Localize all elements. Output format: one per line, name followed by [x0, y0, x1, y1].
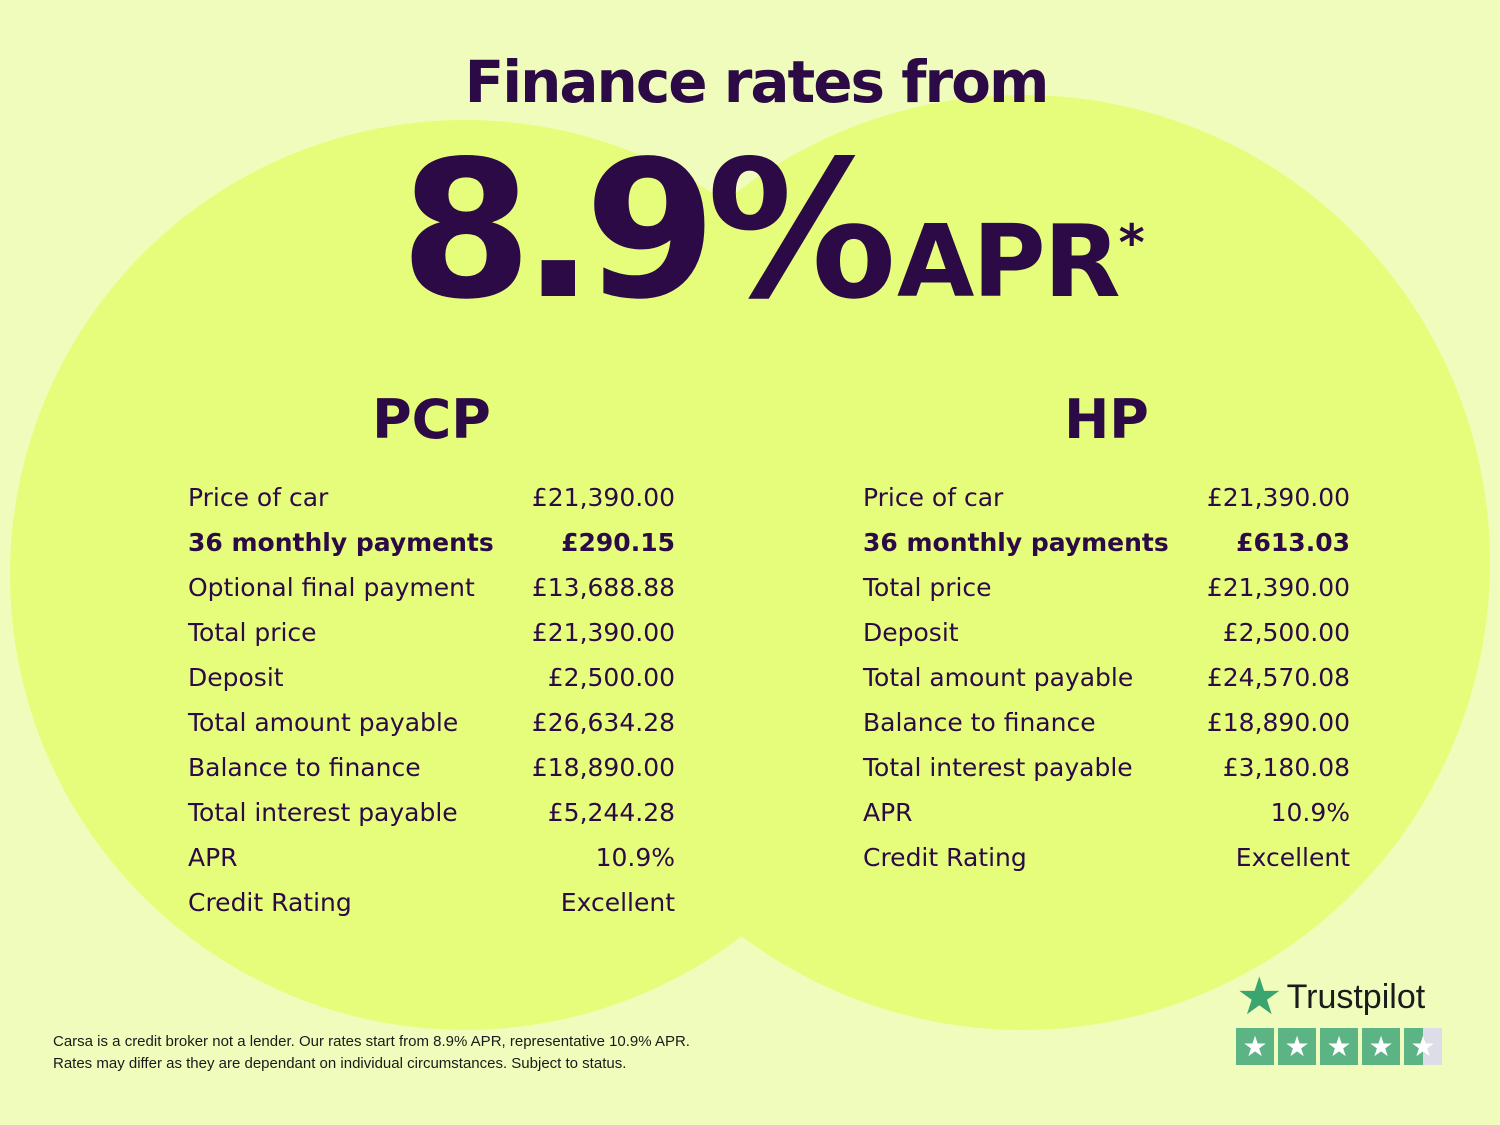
row-label: Balance to finance	[188, 753, 421, 782]
trustpilot-logo: ★ Trustpilot	[1236, 968, 1442, 1026]
row-value: 10.9%	[1270, 798, 1350, 827]
apr-label: APR	[896, 203, 1121, 320]
row-label: Balance to finance	[863, 708, 1096, 737]
row-label: Deposit	[863, 618, 959, 647]
trustpilot-badge[interactable]: ★ Trustpilot ★ ★ ★ ★ ★	[1236, 968, 1442, 1065]
table-row: Price of car £21,390.00	[188, 475, 675, 520]
table-row: APR 10.9%	[188, 835, 675, 880]
row-value: £18,890.00	[531, 753, 675, 782]
row-label: Price of car	[188, 483, 329, 512]
row-label: Total amount payable	[863, 663, 1134, 692]
table-row: Total interest payable £5,244.28	[188, 790, 675, 835]
table-row: Balance to finance £18,890.00	[863, 700, 1350, 745]
row-value: £13,688.88	[531, 573, 675, 602]
table-row: Total amount payable £26,634.28	[188, 700, 675, 745]
table-row: Total interest payable £3,180.08	[863, 745, 1350, 790]
row-value: £24,570.08	[1206, 663, 1350, 692]
hp-title: HP	[1064, 388, 1149, 451]
row-value: £21,390.00	[1206, 483, 1350, 512]
table-row: Total price £21,390.00	[863, 565, 1350, 610]
row-value: £290.15	[561, 528, 675, 557]
row-value: £2,500.00	[1222, 618, 1350, 647]
star-icon: ★	[1236, 968, 1283, 1026]
row-label: 36 monthly payments	[863, 528, 1169, 557]
row-label: Price of car	[863, 483, 1004, 512]
table-row: Credit Rating Excellent	[863, 835, 1350, 880]
disclaimer: Carsa is a credit broker not a lender. O…	[53, 1031, 690, 1075]
rating-star-icon: ★	[1362, 1028, 1400, 1065]
pcp-title: PCP	[372, 388, 491, 451]
row-value: Excellent	[560, 888, 675, 917]
table-row: Optional final payment £13,688.88	[188, 565, 675, 610]
rating-star-icon: ★	[1236, 1028, 1274, 1065]
row-label: Total amount payable	[188, 708, 459, 737]
row-label: 36 monthly payments	[188, 528, 494, 557]
row-value: 10.9%	[595, 843, 675, 872]
hp-table: HP Price of car £21,390.00 36 monthly paym…	[863, 385, 1350, 880]
background-circle-right	[555, 95, 1490, 1030]
table-row: 36 monthly payments £290.15	[188, 520, 675, 565]
row-value: £21,390.00	[531, 618, 675, 647]
row-label: APR	[188, 843, 238, 872]
row-label: APR	[863, 798, 913, 827]
row-value: £3,180.08	[1222, 753, 1350, 782]
row-value: £18,890.00	[1206, 708, 1350, 737]
row-value: Excellent	[1235, 843, 1350, 872]
table-row: Credit Rating Excellent	[188, 880, 675, 925]
disclaimer-line-2: Rates may differ as they are dependant o…	[53, 1055, 627, 1072]
trustpilot-name: Trustpilot	[1286, 977, 1426, 1016]
row-value: £21,390.00	[1206, 573, 1350, 602]
headline-title: Finance rates from	[464, 48, 1050, 116]
trustpilot-rating: ★ ★ ★ ★ ★	[1236, 1028, 1442, 1065]
row-label: Total price	[188, 618, 317, 647]
table-row: APR 10.9%	[863, 790, 1350, 835]
row-value: £26,634.28	[531, 708, 675, 737]
table-row: Price of car £21,390.00	[863, 475, 1350, 520]
table-row: Balance to finance £18,890.00	[188, 745, 675, 790]
table-row: Deposit £2,500.00	[863, 610, 1350, 655]
row-label: Total interest payable	[188, 798, 458, 827]
row-label: Credit Rating	[863, 843, 1027, 872]
row-label: Total interest payable	[863, 753, 1133, 782]
row-value: £5,244.28	[547, 798, 675, 827]
asterisk: *	[1118, 213, 1145, 272]
table-row: Deposit £2,500.00	[188, 655, 675, 700]
row-label: Credit Rating	[188, 888, 352, 917]
rating-star-icon: ★	[1278, 1028, 1316, 1065]
headline-rate: 8.9% APR*	[400, 120, 1145, 341]
table-row: 36 monthly payments £613.03	[863, 520, 1350, 565]
row-value: £2,500.00	[547, 663, 675, 692]
table-row: Total price £21,390.00	[188, 610, 675, 655]
rating-star-icon: ★	[1404, 1028, 1442, 1065]
table-row: Total amount payable £24,570.08	[863, 655, 1350, 700]
row-label: Optional final payment	[188, 573, 475, 602]
pcp-table: PCP Price of car £21,390.00 36 monthly pay…	[188, 385, 675, 925]
row-value: £21,390.00	[531, 483, 675, 512]
rating-star-icon: ★	[1320, 1028, 1358, 1065]
row-label: Deposit	[188, 663, 284, 692]
row-label: Total price	[863, 573, 992, 602]
row-value: £613.03	[1236, 528, 1350, 557]
disclaimer-line-1: Carsa is a credit broker not a lender. O…	[53, 1033, 690, 1050]
rate-value: 8.9%	[400, 120, 897, 341]
